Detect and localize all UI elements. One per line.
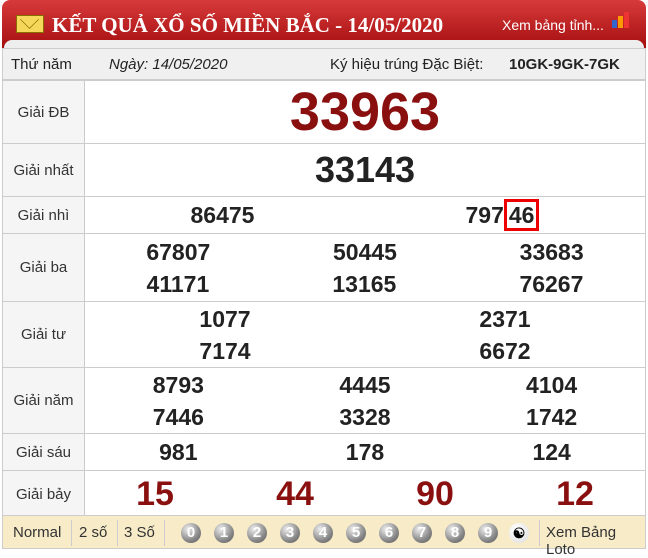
prize-label: Giải năm <box>2 367 85 434</box>
digit-6-button[interactable]: 6 <box>379 523 399 543</box>
info-row: Thứ năm Ngày: 14/05/2020 Ký hiệu trúng Đ… <box>2 48 646 80</box>
mode-3-digit-button[interactable]: 3 Số <box>124 524 155 541</box>
view-province-link[interactable]: Xem bảng tỉnh... <box>502 17 604 33</box>
mode-2-digit-button[interactable]: 2 số <box>79 524 108 541</box>
digit-3-button[interactable]: 3 <box>280 523 300 543</box>
prize-label: Giải nhất <box>2 143 85 197</box>
prize-number: 981 <box>159 439 198 465</box>
prize-number: 44 <box>276 475 314 513</box>
prize-number: 6672 <box>479 337 531 364</box>
special-code-label: Ký hiệu trúng Đặc Biệt: <box>330 56 484 73</box>
special-code: 10GK-9GK-7GK <box>509 56 620 73</box>
prize-number: 1742 <box>526 403 578 430</box>
page-title: KẾT QUẢ XỔ SỐ MIỀN BẮC - 14/05/2020 <box>52 13 444 37</box>
prize-number: 90 <box>416 475 454 513</box>
prize-number: 4445 <box>339 371 391 398</box>
first-prize-number: 33143 <box>314 149 416 190</box>
prize-number: 13165 <box>332 270 397 297</box>
draw-date: Ngày: 14/05/2020 <box>109 56 228 73</box>
yin-yang-icon[interactable]: ☯ <box>509 523 529 543</box>
prize-number: 2371 <box>479 305 531 332</box>
view-loto-link[interactable]: Xem Bảng Loto <box>546 524 617 558</box>
prize-number: 7446 <box>152 403 204 430</box>
mail-icon <box>16 15 44 33</box>
prize-label: Giải tư <box>2 301 85 368</box>
digit-8-button[interactable]: 8 <box>445 523 465 543</box>
prize-number: 797 46 <box>466 199 540 231</box>
prize-number: 8793 <box>152 371 204 398</box>
digit-5-button[interactable]: 5 <box>346 523 366 543</box>
digit-0-button[interactable]: 0 <box>181 523 201 543</box>
results-table: Giải ĐB 33963 Giải nhất 33143 Giải nhì 8647… <box>2 80 646 519</box>
digit-2-button[interactable]: 2 <box>247 523 267 543</box>
digit-4-button[interactable]: 4 <box>313 523 333 543</box>
prize-number: 41171 <box>146 270 210 297</box>
prize-number: 67807 <box>146 238 211 265</box>
prize-number: 178 <box>345 439 385 465</box>
prize-label: Giải ba <box>2 233 85 302</box>
bar-chart-icon[interactable] <box>612 12 636 28</box>
highlighted-digits: 46 <box>503 199 540 231</box>
digit-7-button[interactable]: 7 <box>412 523 432 543</box>
prize-number: 50445 <box>333 238 397 265</box>
prize-label: Giải bảy <box>2 470 85 519</box>
prize-label: Giải sáu <box>2 433 85 471</box>
prize-number: 15 <box>136 475 174 513</box>
prize-label: Giải nhì <box>2 196 85 234</box>
prize-label: Giải ĐB <box>2 80 85 144</box>
prize-number: 7174 <box>199 337 251 364</box>
prize-number: 12 <box>556 475 594 513</box>
prize-number: 86475 <box>190 202 255 228</box>
prize-number: 124 <box>532 439 571 465</box>
footer-toolbar: Normal 2 số 3 Số 0 1 2 3 4 5 6 7 8 9 ☯ X… <box>2 515 646 558</box>
weekday: Thứ năm <box>11 56 72 73</box>
prize-number: 4104 <box>526 371 578 398</box>
prize-number: 76267 <box>519 270 584 297</box>
prize-number: 1077 <box>199 305 251 332</box>
prize-number: 33683 <box>519 238 584 265</box>
prize-number: 3328 <box>339 403 391 430</box>
special-prize-number: 33963 <box>289 82 441 142</box>
header: KẾT QUẢ XỔ SỐ MIỀN BẮC - 14/05/2020 Xem … <box>2 0 646 50</box>
digit-9-button[interactable]: 9 <box>478 523 498 543</box>
mode-normal-button[interactable]: Normal <box>13 524 62 541</box>
digit-1-button[interactable]: 1 <box>214 523 234 543</box>
